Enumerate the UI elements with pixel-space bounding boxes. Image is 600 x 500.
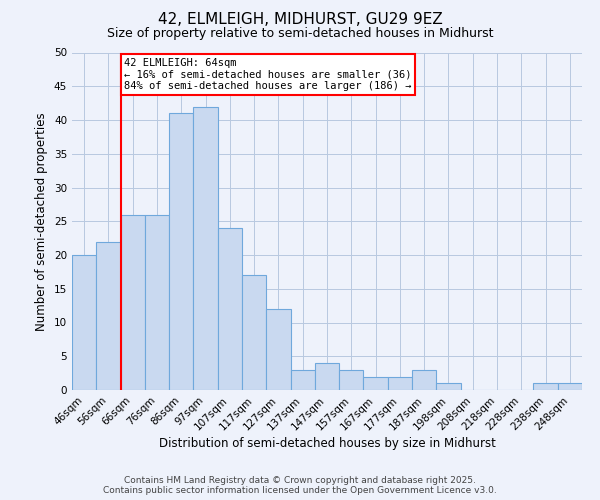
Bar [266,309,290,390]
X-axis label: Distribution of semi-detached houses by size in Midhurst: Distribution of semi-detached houses by … [158,438,496,450]
Text: 42 ELMLEIGH: 64sqm
← 16% of semi-detached houses are smaller (36)
84% of semi-de: 42 ELMLEIGH: 64sqm ← 16% of semi-detache… [124,58,412,91]
Bar [145,214,169,390]
Y-axis label: Number of semi-detached properties: Number of semi-detached properties [35,112,49,330]
Text: Size of property relative to semi-detached houses in Midhurst: Size of property relative to semi-detach… [107,28,493,40]
Bar [121,214,145,390]
Bar [242,275,266,390]
Bar [218,228,242,390]
Bar [72,255,96,390]
Bar [436,383,461,390]
Bar [193,106,218,390]
Bar [96,242,121,390]
Bar [533,383,558,390]
Text: 42, ELMLEIGH, MIDHURST, GU29 9EZ: 42, ELMLEIGH, MIDHURST, GU29 9EZ [158,12,442,28]
Text: Contains HM Land Registry data © Crown copyright and database right 2025.
Contai: Contains HM Land Registry data © Crown c… [103,476,497,495]
Bar [388,376,412,390]
Bar [364,376,388,390]
Bar [290,370,315,390]
Bar [412,370,436,390]
Bar [315,363,339,390]
Bar [339,370,364,390]
Bar [169,114,193,390]
Bar [558,383,582,390]
